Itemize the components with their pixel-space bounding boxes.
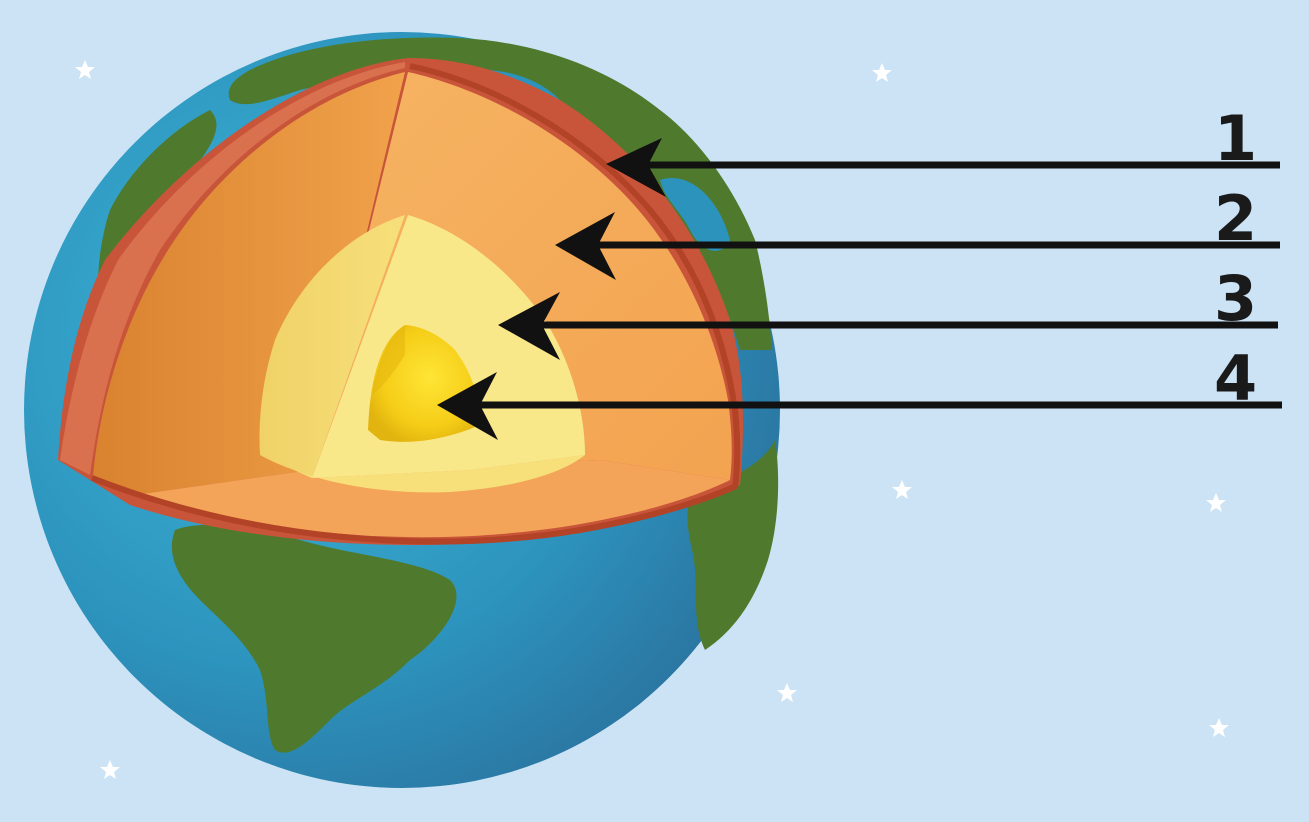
earth-cross-section: [58, 58, 743, 545]
label-3: 3: [1214, 262, 1257, 335]
crust-bottom-edge: [90, 475, 738, 545]
stars: [75, 60, 1229, 779]
star-icon: [1206, 493, 1226, 512]
star-icon: [872, 63, 892, 82]
crust-left-face: [60, 62, 405, 475]
star-icon: [777, 683, 797, 702]
outer-core-bottom-face: [260, 455, 585, 493]
star-icon: [75, 60, 95, 79]
star-icon: [100, 760, 120, 779]
sea: [660, 178, 730, 251]
outer-core-left-face: [259, 215, 405, 478]
layer-labels: 1 2 3 4: [1214, 102, 1257, 415]
label-2: 2: [1214, 182, 1257, 255]
south-america: [171, 524, 457, 753]
label-1: 1: [1214, 102, 1257, 175]
mantle-bottom-face: [135, 460, 730, 538]
arrow-icon: [437, 372, 498, 440]
label-4: 4: [1214, 342, 1257, 415]
arrow-icon: [498, 292, 560, 360]
star-icon: [892, 480, 912, 499]
northern-land: [228, 37, 773, 351]
arrow-icon: [555, 212, 616, 280]
inner-core-shade: [372, 325, 405, 395]
arrows: [437, 138, 1282, 440]
star-icon: [1209, 718, 1229, 737]
arrow-icon: [606, 138, 666, 197]
